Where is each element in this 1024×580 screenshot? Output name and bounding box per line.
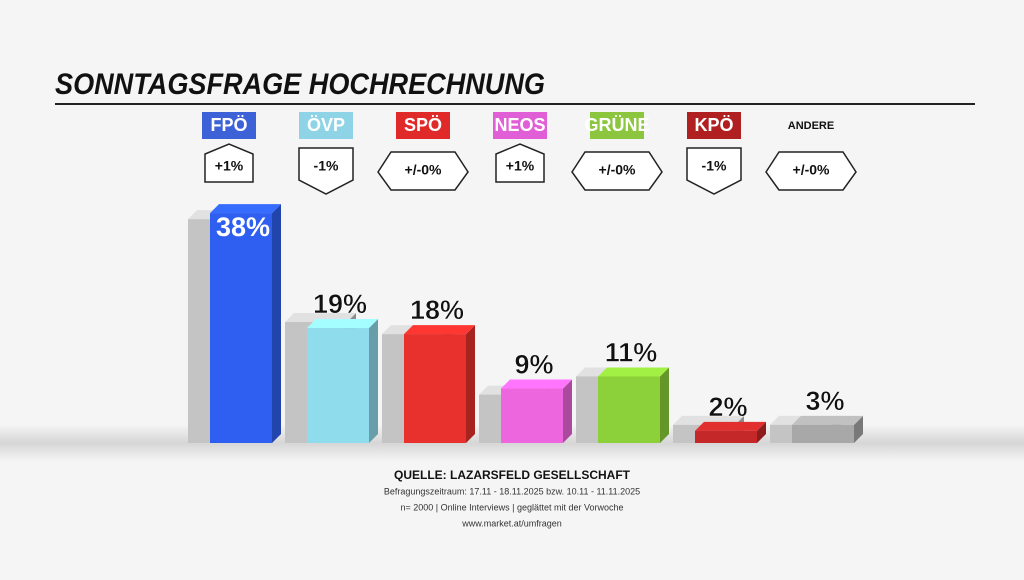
bar-side [660,367,669,443]
party-label: FPÖ [210,115,247,135]
bar-top [598,367,669,377]
bar-top [792,415,863,425]
bar-side [272,204,281,443]
value-label: 19% [313,289,367,319]
change-badge [377,151,469,191]
bar-side [757,421,766,443]
change-badge [765,151,857,191]
party-label: NEOS [494,115,545,135]
bar-side [369,319,378,443]
party-label-bg [396,112,450,139]
bar [695,430,757,443]
bar-top [501,379,572,389]
value-label: 9% [514,350,553,380]
change-badge [571,151,663,191]
bar [598,376,660,443]
change-label: -1% [702,158,727,174]
bar-top [210,204,281,214]
bar-side [466,325,475,443]
bar-top [307,319,378,329]
value-label: 11% [605,338,658,368]
note: Befragungszeitraum: 17.11 - 18.11.2025 b… [384,486,640,496]
bar-side [854,415,863,443]
bar-side [563,379,572,443]
bar [792,424,854,443]
party-label: ÖVP [307,115,345,135]
bar [307,328,369,443]
chart-title: SONNTAGSFRAGE HOCHRECHNUNG [55,68,545,101]
change-badge [686,147,742,195]
change-label: -1% [314,158,339,174]
party-label-bg [299,112,353,139]
value-label: 2% [708,392,747,422]
bar-top [695,421,766,431]
party-label-bg [687,112,741,139]
party-label: GRÜNE [584,115,649,135]
change-label: +/-0% [793,162,831,178]
party-label: SPÖ [404,115,442,135]
value-label: 18% [410,295,464,325]
source: QUELLE: LAZARSFELD GESELLSCHAFT [394,468,631,482]
bar [210,213,272,443]
change-label: +/-0% [599,162,637,178]
bar [501,388,563,443]
party-label-bg [493,112,547,139]
change-label: +/-0% [405,162,443,178]
party-label: ANDERE [788,120,834,132]
party-label-bg [590,112,644,139]
note: n= 2000 | Online Interviews | geglättet … [400,502,623,512]
bar [404,334,466,443]
change-label: +1% [215,158,244,174]
change-badge [298,147,354,195]
party-label-bg [202,112,256,139]
change-badge [495,143,545,183]
party-label: KPÖ [694,115,733,135]
bar-top [404,325,475,335]
change-label: +1% [506,158,535,174]
value-label: 38% [216,212,270,242]
value-label: 3% [805,386,844,416]
change-badge [204,143,254,183]
note: www.market.at/umfragen [461,518,562,528]
